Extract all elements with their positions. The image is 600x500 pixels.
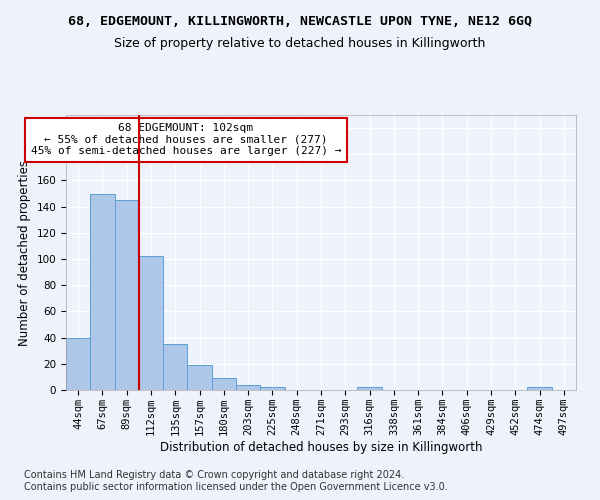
Bar xyxy=(260,388,284,390)
Bar xyxy=(527,388,552,390)
Bar xyxy=(212,378,236,390)
Text: Contains public sector information licensed under the Open Government Licence v3: Contains public sector information licen… xyxy=(24,482,448,492)
Bar xyxy=(66,338,90,390)
Bar xyxy=(187,365,212,390)
Bar xyxy=(163,344,187,390)
Text: Size of property relative to detached houses in Killingworth: Size of property relative to detached ho… xyxy=(115,38,485,51)
Y-axis label: Number of detached properties: Number of detached properties xyxy=(18,160,31,346)
Text: 68, EDGEMOUNT, KILLINGWORTH, NEWCASTLE UPON TYNE, NE12 6GQ: 68, EDGEMOUNT, KILLINGWORTH, NEWCASTLE U… xyxy=(68,15,532,28)
X-axis label: Distribution of detached houses by size in Killingworth: Distribution of detached houses by size … xyxy=(160,440,482,454)
Bar xyxy=(115,200,139,390)
Bar xyxy=(236,385,260,390)
Text: 68 EDGEMOUNT: 102sqm
← 55% of detached houses are smaller (277)
45% of semi-deta: 68 EDGEMOUNT: 102sqm ← 55% of detached h… xyxy=(31,123,341,156)
Text: Contains HM Land Registry data © Crown copyright and database right 2024.: Contains HM Land Registry data © Crown c… xyxy=(24,470,404,480)
Bar xyxy=(90,194,115,390)
Bar xyxy=(358,388,382,390)
Bar xyxy=(139,256,163,390)
